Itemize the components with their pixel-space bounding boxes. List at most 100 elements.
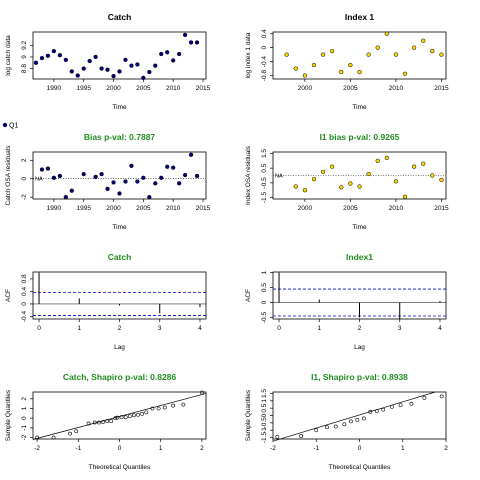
y-tick-label: 0 (21, 177, 28, 181)
data-point (366, 52, 371, 57)
data-point (123, 57, 128, 63)
data-point (302, 188, 308, 193)
qq-point (398, 403, 403, 408)
y-tick-label: 0 (261, 45, 268, 49)
data-point (93, 54, 98, 60)
qq-point (439, 394, 444, 399)
qq-point (348, 419, 353, 424)
panel-acf-index1: Index1 Lag ACF 0 1 2 3 4 -0.5 0 0.5 1 (245, 252, 447, 351)
data-point (366, 171, 371, 177)
data-point (93, 174, 98, 180)
panel-qq-index1: I1, Shapiro p-val: 0.8938 Theoretical Qua… (245, 372, 448, 471)
panel-title: Catch, Shapiro p-val: 0.8286 (63, 372, 177, 382)
data-point (45, 53, 51, 58)
data-point (171, 58, 176, 63)
panel-bias-catch: Bias p-val: 0.7887 Time Catch OSA residual… (5, 132, 211, 231)
qq-point (409, 401, 414, 406)
x-tick-label: -2 (34, 445, 40, 452)
qq-point (299, 434, 304, 438)
panel-title: Index1 (346, 252, 373, 262)
qq-point (132, 413, 136, 418)
data-point (311, 62, 317, 68)
data-point (165, 164, 170, 169)
y-axis-label: ACF (5, 289, 12, 302)
data-point (311, 177, 317, 182)
qq-point (51, 435, 56, 440)
y-tick-label: 0.5 (261, 403, 268, 412)
x-tick-label: 2010 (166, 85, 181, 92)
x-tick-label: 3 (398, 325, 402, 332)
x-tick-label: 2000 (106, 85, 121, 92)
data-point (421, 161, 426, 166)
data-point (320, 169, 326, 174)
data-point (117, 191, 122, 196)
qq-point (115, 415, 120, 420)
y-tick-label: -0.5 (261, 312, 268, 324)
data-point (182, 172, 188, 178)
y-tick-label: 1 (261, 270, 268, 274)
x-tick-label: 3 (158, 325, 162, 332)
y-axis-label: ACF (245, 289, 252, 302)
data-point (141, 75, 146, 80)
panel-acf-catch: Catch Lag ACF 0 1 2 3 4 -0.4 0 0.4 0.8 (5, 252, 207, 351)
x-tick-label: 2015 (196, 205, 211, 212)
y-tick-label: -0.4 (261, 56, 268, 68)
qq-point (105, 419, 110, 423)
data-point (421, 38, 426, 43)
plot-frame (272, 31, 447, 80)
qq-point (361, 416, 366, 421)
data-point (153, 63, 158, 68)
data-point (147, 69, 152, 75)
data-point (375, 158, 380, 163)
data-point (141, 175, 146, 180)
qq-point (368, 409, 373, 414)
x-axis-label: Time (112, 104, 127, 111)
y-tick-label: 8.8 (21, 64, 28, 73)
qq-point (199, 390, 204, 395)
data-point (81, 66, 86, 71)
data-point (284, 52, 289, 57)
panel-qq-catch: Catch, Shapiro p-val: 0.8286 Theoretical … (5, 372, 207, 471)
y-tick-label: -0.8 (261, 70, 268, 82)
qq-point (119, 415, 124, 420)
data-point (81, 171, 86, 177)
data-point (339, 69, 344, 75)
panel-title: I1 bias p-val: 0.9265 (320, 132, 400, 142)
qq-point (390, 404, 394, 409)
qq-point (68, 431, 72, 436)
y-tick-label: 0.8 (21, 274, 28, 283)
x-tick-label: -1 (313, 445, 319, 452)
qq-reference-line (272, 391, 436, 442)
qq-point (101, 420, 105, 424)
x-tick-label: 0 (118, 445, 122, 452)
data-point (69, 69, 74, 74)
data-point (105, 186, 110, 192)
data-point (129, 63, 134, 68)
qq-point (144, 410, 149, 415)
x-tick-label: 2005 (136, 85, 151, 92)
qq-point (127, 414, 132, 419)
x-tick-label: 2005 (343, 85, 358, 92)
data-point (111, 73, 116, 79)
data-point (384, 31, 389, 36)
data-point (194, 40, 200, 45)
y-tick-label: 9 (21, 55, 28, 59)
data-point (430, 48, 435, 54)
y-tick-label: -0.5 (261, 177, 268, 189)
y-tick-label: -1.5 (261, 432, 268, 444)
y-axis-label: Sample Quantiles (5, 389, 12, 441)
y-tick-label: 0.4 (21, 287, 28, 296)
qq-point (422, 395, 427, 400)
panel-index1: Index 1 Time log index 1 data 2000 2005 2010 2… (245, 12, 449, 111)
data-point (320, 52, 326, 57)
qq-point (123, 415, 128, 420)
y-axis-label: Index OSA residuals (245, 145, 252, 205)
panel-catch: Catch Time log catch data 1990 1995 2000 2005 2… (5, 12, 211, 111)
qq-point (150, 406, 155, 411)
x-tick-label: 1995 (76, 85, 91, 92)
data-point (375, 45, 380, 50)
qq-point (113, 416, 118, 421)
data-point (63, 195, 68, 200)
